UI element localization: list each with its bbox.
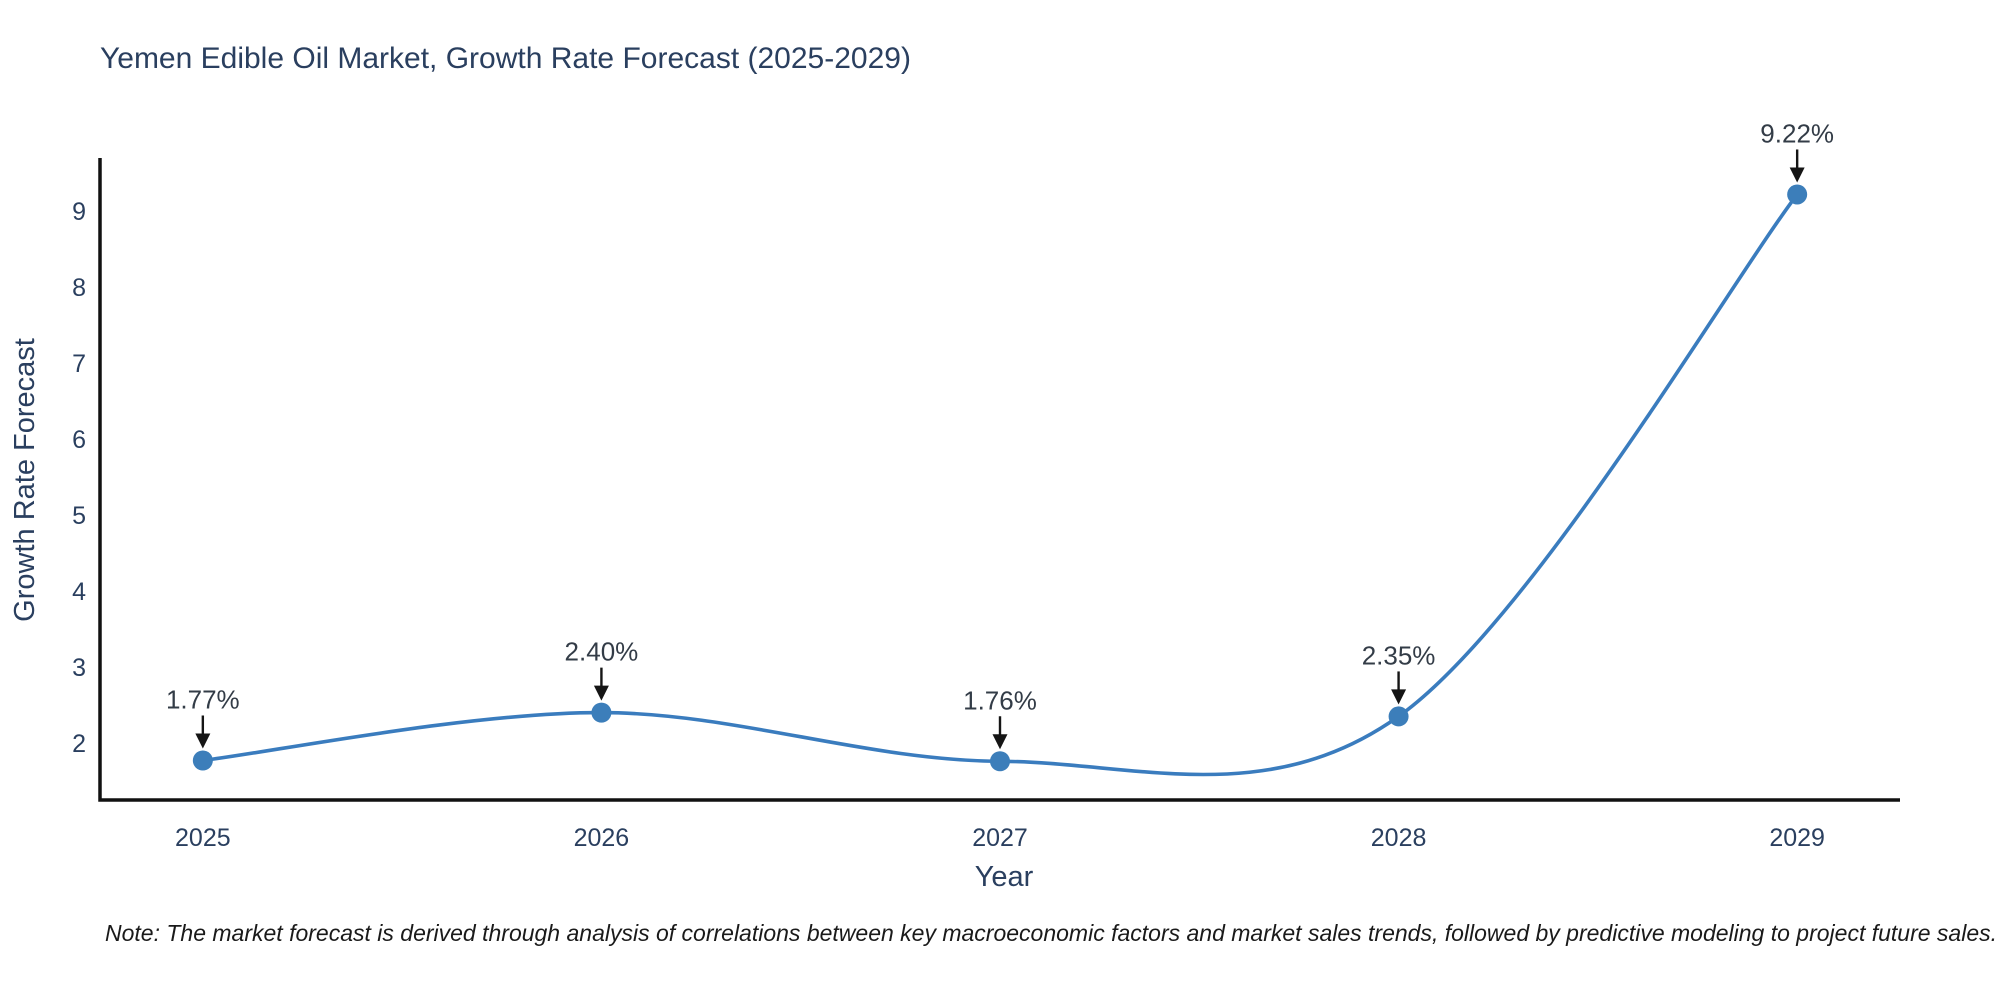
- point-annotations: 1.77% 2.40% 1.76% 2.35% 9.22%: [166, 118, 1834, 750]
- y-tick-label: 9: [72, 198, 86, 226]
- series-line: [202, 193, 1799, 777]
- x-tick-labels: 2025 2026 2027 2028 2029: [175, 824, 1825, 852]
- data-point-marker[interactable]: [990, 751, 1010, 772]
- y-tick-label: 7: [72, 350, 86, 378]
- annotation-label: 9.22%: [1760, 118, 1834, 148]
- x-tick-label: 2028: [1371, 824, 1427, 852]
- annotation-arrowhead: [195, 733, 211, 749]
- annotation-arrowhead: [992, 734, 1008, 750]
- annotation-arrowhead: [593, 685, 609, 701]
- x-tick-label: 2027: [972, 824, 1028, 852]
- data-point-marker[interactable]: [192, 750, 213, 771]
- x-tick-label: 2026: [574, 824, 630, 852]
- annotation-arrowhead: [1391, 689, 1407, 705]
- x-tick-label: 2025: [175, 824, 231, 852]
- x-tick-label: 2029: [1769, 824, 1825, 852]
- axis-lines: [98, 158, 1900, 802]
- data-point-markers: [192, 184, 1808, 772]
- annotation-label: 1.77%: [166, 684, 240, 714]
- axis-line: [98, 158, 1900, 802]
- y-tick-label: 2: [72, 730, 86, 758]
- annotation-arrowhead: [1789, 167, 1805, 183]
- x-axis-title: Year: [975, 861, 1034, 893]
- y-tick-labels: 2 3 4 5 6 7 8 9: [72, 198, 86, 758]
- y-tick-label: 3: [72, 654, 86, 682]
- data-point-marker[interactable]: [591, 702, 612, 723]
- y-tick-label: 5: [72, 502, 86, 530]
- footnote-text: Note: The market forecast is derived thr…: [105, 920, 1997, 946]
- annotation-label: 2.35%: [1362, 640, 1436, 670]
- data-point-marker[interactable]: [1787, 184, 1808, 205]
- data-point-marker[interactable]: [1388, 706, 1409, 727]
- y-axis-title: Growth Rate Forecast: [9, 338, 41, 622]
- y-tick-label: 8: [72, 274, 86, 302]
- annotation-label: 1.76%: [963, 685, 1037, 715]
- annotation-label: 2.40%: [565, 637, 639, 667]
- y-tick-label: 6: [72, 426, 86, 454]
- chart-title: Yemen Edible Oil Market, Growth Rate For…: [100, 42, 911, 75]
- y-tick-label: 4: [72, 578, 86, 606]
